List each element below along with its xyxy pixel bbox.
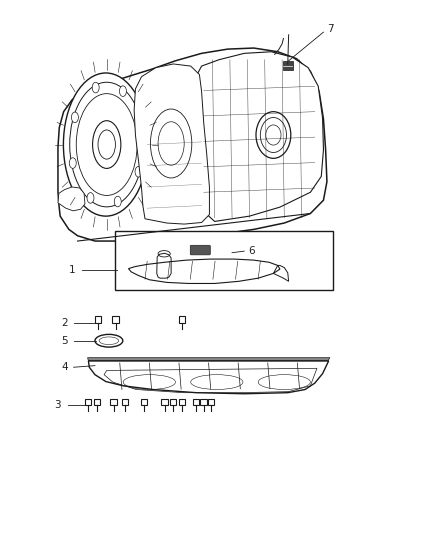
Text: 7: 7 [327,24,333,34]
FancyBboxPatch shape [116,231,333,290]
Polygon shape [88,358,330,361]
Polygon shape [194,52,323,221]
Ellipse shape [120,86,127,96]
Polygon shape [58,48,327,241]
Text: 5: 5 [61,336,68,346]
Text: 1: 1 [69,265,75,275]
Polygon shape [134,64,209,224]
Ellipse shape [137,121,144,131]
Text: 4: 4 [61,362,68,372]
Ellipse shape [256,112,291,158]
Ellipse shape [114,196,121,207]
FancyBboxPatch shape [283,61,293,70]
Text: 3: 3 [55,400,61,410]
Ellipse shape [87,192,94,203]
Ellipse shape [71,112,78,123]
Ellipse shape [135,166,142,177]
FancyBboxPatch shape [190,245,210,255]
Text: 2: 2 [61,318,68,328]
Ellipse shape [69,158,76,168]
Polygon shape [58,187,85,211]
Text: 6: 6 [248,246,255,256]
Ellipse shape [92,120,121,168]
Ellipse shape [64,73,148,216]
Ellipse shape [92,82,99,93]
